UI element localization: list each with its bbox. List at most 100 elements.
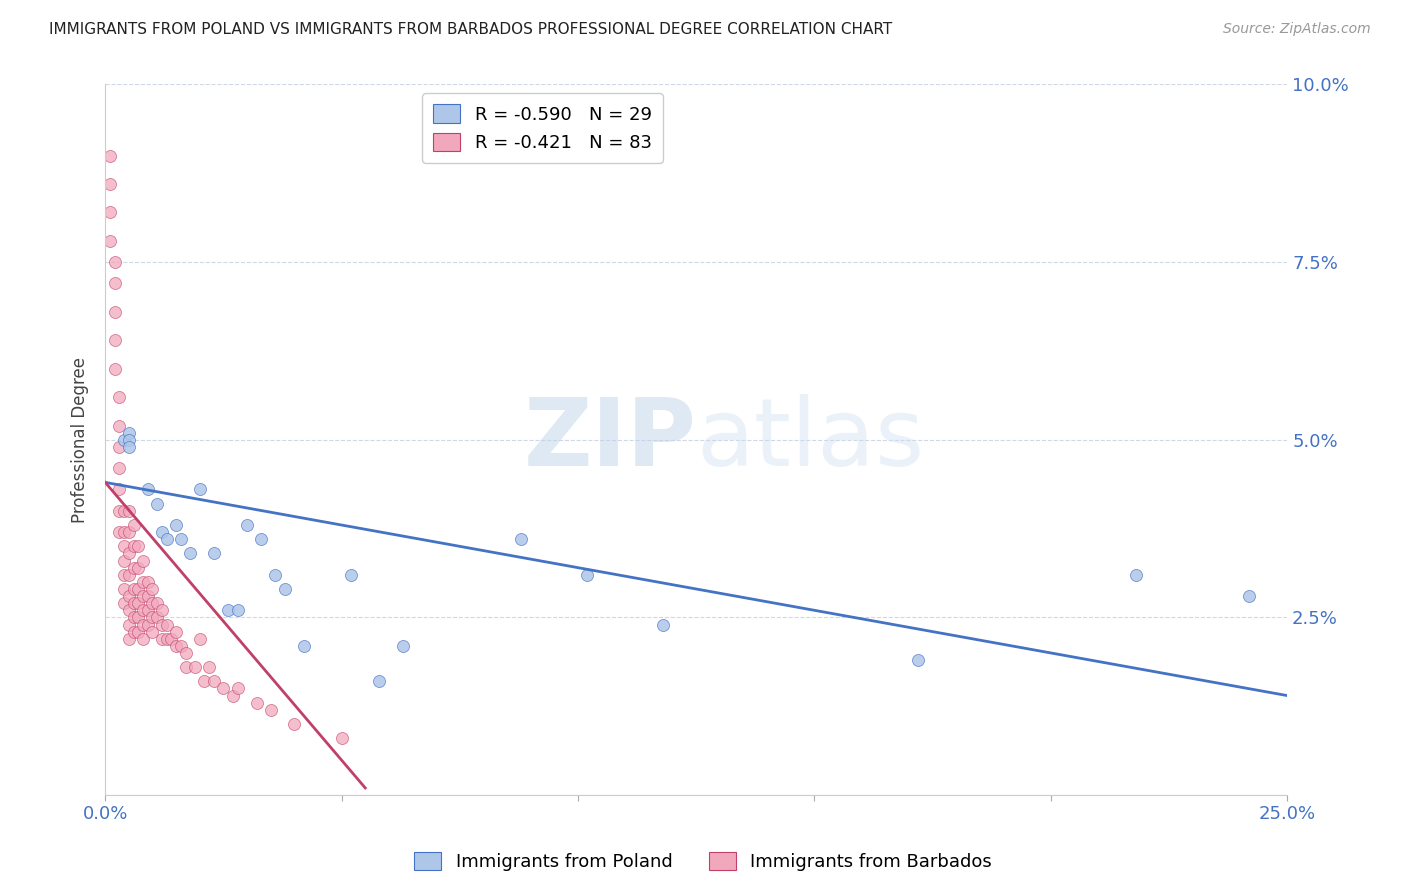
Point (122, 610, 145, 624)
Point (112, 539, 135, 553)
Point (245, 696, 267, 710)
Point (118, 425, 141, 440)
Point (118, 433, 141, 447)
Point (368, 674, 391, 689)
Point (150, 632, 173, 646)
Point (165, 639, 187, 653)
Point (118, 567, 141, 582)
Point (112, 433, 135, 447)
Point (136, 483, 159, 497)
Point (104, 333, 127, 347)
Point (198, 660, 221, 674)
Point (150, 525, 173, 540)
Point (127, 560, 149, 574)
Point (136, 603, 159, 617)
Point (108, 504, 131, 518)
Point (112, 504, 135, 518)
Point (150, 603, 173, 617)
Text: IMMIGRANTS FROM POLAND VS IMMIGRANTS FROM BARBADOS PROFESSIONAL DEGREE CORRELATI: IMMIGRANTS FROM POLAND VS IMMIGRANTS FRO… (49, 22, 893, 37)
Point (108, 440, 131, 454)
Y-axis label: Professional Degree: Professional Degree (72, 357, 89, 523)
Point (112, 525, 135, 540)
Point (136, 589, 159, 603)
Point (127, 624, 149, 639)
Point (104, 277, 127, 291)
Point (122, 539, 145, 553)
Point (98, 148, 121, 162)
Point (146, 610, 169, 624)
Point (1239, 589, 1261, 603)
Point (122, 582, 145, 596)
Point (188, 483, 211, 497)
Point (340, 567, 363, 582)
Point (165, 518, 187, 533)
Point (141, 624, 163, 639)
Point (292, 639, 315, 653)
Point (202, 674, 225, 689)
Point (274, 582, 297, 596)
Point (226, 603, 249, 617)
Point (510, 533, 533, 547)
Point (122, 624, 145, 639)
Point (132, 589, 155, 603)
Point (118, 617, 141, 632)
Point (156, 632, 179, 646)
Point (136, 574, 159, 589)
Point (112, 582, 135, 596)
Point (108, 418, 131, 433)
Point (108, 483, 131, 497)
Point (160, 632, 183, 646)
Point (141, 610, 163, 624)
Point (118, 603, 141, 617)
Point (141, 582, 163, 596)
Point (132, 603, 155, 617)
Point (150, 617, 173, 632)
Legend: Immigrants from Poland, Immigrants from Barbados: Immigrants from Poland, Immigrants from … (406, 845, 1000, 879)
Point (652, 617, 675, 632)
Point (188, 632, 211, 646)
Point (98, 234, 121, 248)
Point (156, 533, 179, 547)
Point (127, 539, 149, 553)
Legend: R = -0.590   N = 29, R = -0.421   N = 83: R = -0.590 N = 29, R = -0.421 N = 83 (422, 94, 662, 163)
Point (118, 546, 141, 560)
Point (174, 660, 197, 674)
Point (112, 567, 135, 582)
Point (165, 624, 187, 639)
Point (283, 717, 305, 731)
Point (132, 617, 155, 632)
Point (118, 504, 141, 518)
Point (132, 632, 155, 646)
Point (118, 440, 141, 454)
Point (250, 533, 273, 547)
Point (146, 497, 169, 511)
Point (108, 390, 131, 404)
Point (330, 731, 353, 746)
Point (212, 681, 235, 696)
Point (127, 610, 149, 624)
Point (118, 632, 141, 646)
Point (112, 596, 135, 610)
Point (132, 553, 155, 567)
Point (907, 653, 929, 667)
Point (98, 177, 121, 191)
Text: ZIP: ZIP (523, 393, 696, 486)
Point (136, 617, 159, 632)
Point (236, 518, 259, 533)
Point (98, 205, 121, 219)
Point (264, 567, 287, 582)
Point (104, 361, 127, 376)
Text: atlas: atlas (696, 393, 925, 486)
Point (174, 646, 197, 660)
Point (118, 589, 141, 603)
Text: Source: ZipAtlas.com: Source: ZipAtlas.com (1223, 22, 1371, 37)
Point (576, 567, 599, 582)
Point (104, 255, 127, 269)
Point (141, 596, 163, 610)
Point (112, 553, 135, 567)
Point (156, 617, 179, 632)
Point (146, 596, 169, 610)
Point (122, 596, 145, 610)
Point (122, 560, 145, 574)
Point (104, 305, 127, 319)
